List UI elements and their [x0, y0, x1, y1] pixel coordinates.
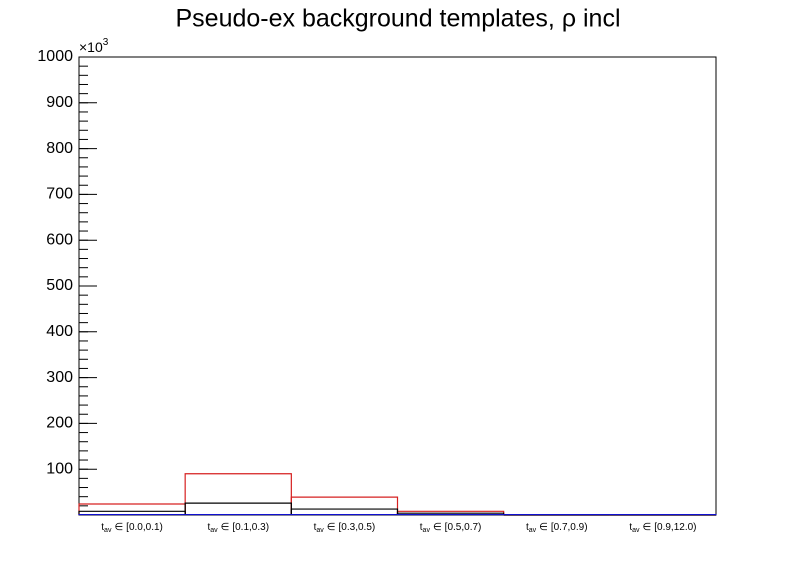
category-subscript: av	[423, 527, 431, 534]
y-tick-label: 700	[46, 186, 73, 203]
category-subscript: av	[210, 527, 218, 534]
category-relation: ∈	[114, 522, 123, 533]
x-tick-label: tav ∈ [0.9,12.0)	[629, 522, 696, 534]
x-tick-label: tav ∈ [0.5,0.7)	[420, 522, 482, 534]
x-tick-label: tav ∈ [0.7,0.9)	[526, 522, 588, 534]
category-relation: ∈	[433, 522, 442, 533]
histogram-bin	[290, 508, 399, 515]
category-range: [0.3,0.5)	[339, 522, 376, 533]
category-subscript: av	[632, 527, 640, 534]
category-variable: t	[101, 522, 104, 533]
category-relation: ∈	[327, 522, 336, 533]
x-tick-label: tav ∈ [0.3,0.5)	[314, 522, 376, 534]
category-variable: t	[207, 522, 210, 533]
y-tick-label: 500	[46, 277, 73, 294]
y-multiplier-base: ×10	[79, 39, 103, 55]
y-tick-label: 1000	[37, 48, 73, 65]
category-variable: t	[314, 522, 317, 533]
y-tick-label: 800	[46, 140, 73, 157]
histogram-bin	[184, 473, 292, 515]
y-tick-label: 600	[46, 231, 73, 248]
y-multiplier-exponent: 3	[103, 37, 109, 48]
category-range: [0.0,0.1)	[126, 522, 163, 533]
category-variable: t	[420, 522, 423, 533]
category-subscript: av	[104, 527, 112, 534]
category-variable: t	[526, 522, 529, 533]
category-range: [0.9,12.0)	[654, 522, 696, 533]
category-range: [0.5,0.7)	[445, 522, 482, 533]
y-tick-label: 400	[46, 323, 73, 340]
category-range: [0.7,0.9)	[551, 522, 588, 533]
chart-title: Pseudo-ex background templates, ρ incl	[175, 5, 620, 33]
y-tick-label: 300	[46, 369, 73, 386]
category-variable: t	[629, 522, 632, 533]
y-multiplier: ×103	[79, 37, 109, 55]
x-tick-label: tav ∈ [0.0,0.1)	[101, 522, 163, 534]
category-relation: ∈	[221, 522, 230, 533]
x-tick-label: tav ∈ [0.1,0.3)	[207, 522, 269, 534]
y-tick-label: 100	[46, 460, 73, 477]
y-tick-label: 900	[46, 94, 73, 111]
y-tick-label: 200	[46, 415, 73, 432]
category-relation: ∈	[643, 522, 652, 533]
category-subscript: av	[316, 527, 324, 534]
category-relation: ∈	[539, 522, 548, 533]
category-subscript: av	[529, 527, 537, 534]
category-range: [0.1,0.3)	[232, 522, 269, 533]
